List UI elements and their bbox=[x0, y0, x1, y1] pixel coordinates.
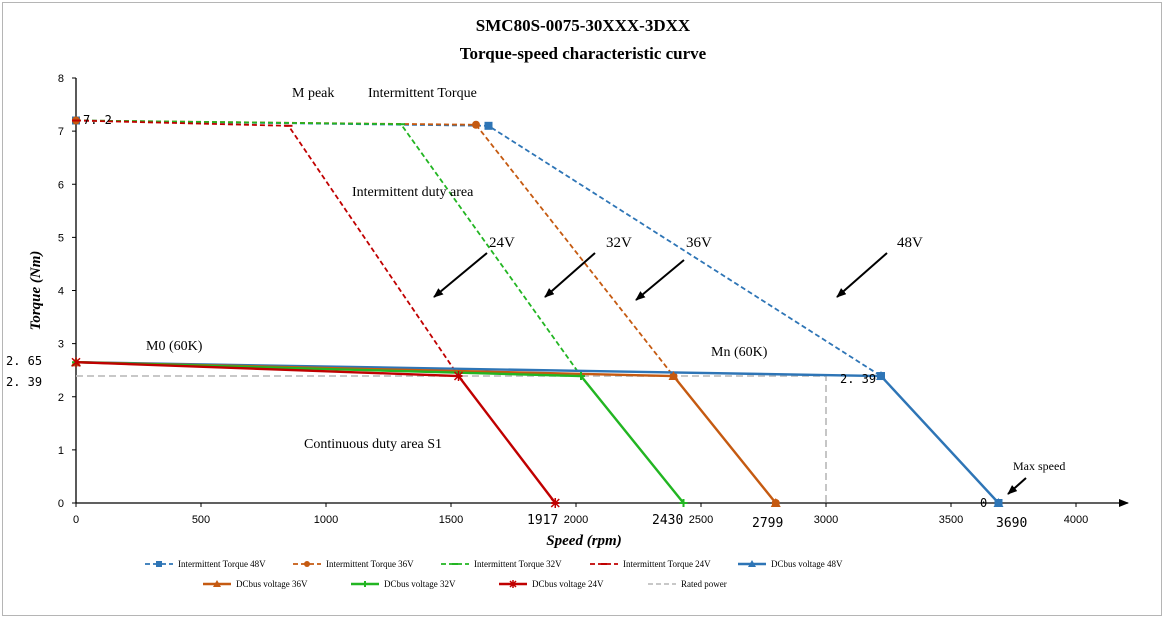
y-tick-label: 1 bbox=[58, 445, 64, 457]
legend-label: Intermittent Torque 36V bbox=[326, 559, 414, 569]
voltage-36v-label: 36V bbox=[686, 235, 712, 251]
arrow-32v bbox=[544, 252, 596, 298]
marker-star bbox=[509, 580, 517, 588]
annotations: M peak Intermittent Torque Intermittent … bbox=[6, 86, 1065, 531]
legend-label: DCbus voltage 48V bbox=[771, 559, 843, 569]
series-dcbus-voltage-32v bbox=[72, 358, 688, 507]
y-tick-label: 0 bbox=[58, 498, 64, 510]
legend-item: DCbus voltage 36V bbox=[203, 579, 308, 589]
legend-label: DCbus voltage 24V bbox=[532, 579, 604, 589]
arrow-max-speed bbox=[1007, 477, 1027, 495]
voltage-48v-label: 48V bbox=[897, 235, 923, 251]
rated-value-right-label: 2. 39 bbox=[840, 372, 876, 386]
series-rated-power bbox=[76, 375, 827, 503]
x-tick-label: 500 bbox=[192, 514, 210, 526]
marker-star bbox=[453, 371, 464, 382]
x-tick-label: 3500 bbox=[939, 514, 963, 526]
marker-triangle bbox=[876, 371, 886, 381]
intermittent-torque-label: Intermittent Torque bbox=[368, 86, 477, 101]
m0-label: M0 (60K) bbox=[146, 339, 203, 354]
marker-star bbox=[550, 498, 560, 508]
speed-1917-label: 1917 bbox=[527, 513, 558, 528]
series-layer bbox=[71, 116, 1004, 508]
series-dcbus-voltage-24v bbox=[71, 357, 560, 508]
legend-label: Rated power bbox=[681, 579, 727, 589]
marker-triangle bbox=[770, 498, 781, 507]
marker-triangle bbox=[993, 498, 1004, 507]
voltage-24v-label: 24V bbox=[489, 235, 515, 251]
voltage-32v-label: 32V bbox=[606, 235, 632, 251]
speed-3690-label: 3690 bbox=[996, 516, 1027, 531]
marker-circle bbox=[304, 561, 310, 567]
speed-2430-label: 2430 bbox=[652, 513, 683, 528]
marker-plus bbox=[577, 372, 585, 381]
speed-2799-label: 2799 bbox=[752, 516, 783, 531]
y-tick-label: 8 bbox=[58, 73, 64, 85]
y-tick-label: 2 bbox=[58, 392, 64, 404]
legend: Intermittent Torque 48V Intermittent Torq… bbox=[145, 559, 843, 589]
legend-item: DCbus voltage 24V bbox=[499, 579, 604, 589]
x-axis-label: Speed (rpm) bbox=[546, 533, 621, 549]
zero-speed-label: 0 bbox=[980, 496, 987, 510]
legend-item: DCbus voltage 48V bbox=[738, 559, 843, 569]
marker-square bbox=[484, 121, 493, 130]
x-tick-label: 0 bbox=[73, 514, 79, 526]
y-tick-label: 7 bbox=[58, 126, 64, 138]
x-tick-label: 2000 bbox=[564, 514, 588, 526]
series-line bbox=[75, 119, 1000, 504]
series-line bbox=[75, 361, 557, 504]
marker-plus bbox=[679, 499, 688, 507]
marker-plus bbox=[362, 581, 368, 587]
series-line bbox=[75, 361, 777, 504]
legend-item: Intermittent Torque 32V bbox=[441, 559, 562, 569]
series-line bbox=[75, 361, 685, 504]
y-tick-label: 4 bbox=[58, 286, 64, 298]
legend-label: DCbus voltage 36V bbox=[236, 579, 308, 589]
legend-item: Intermittent Torque 48V bbox=[145, 559, 266, 569]
x-tick-label: 3000 bbox=[814, 514, 838, 526]
legend-label: DCbus voltage 32V bbox=[384, 579, 456, 589]
series-line bbox=[76, 375, 827, 503]
y-axis-label: Torque (Nm) bbox=[28, 251, 44, 331]
x-tick-label: 4000 bbox=[1064, 514, 1088, 526]
mn-label: Mn (60K) bbox=[711, 345, 768, 360]
marker-star bbox=[71, 357, 81, 368]
y-tick-label: 6 bbox=[58, 179, 64, 191]
x-tick-label: 1000 bbox=[314, 514, 338, 526]
m0-value-label: 2. 65 bbox=[6, 354, 42, 368]
y-tick-label: 5 bbox=[58, 232, 64, 244]
legend-label: Intermittent Torque 24V bbox=[623, 559, 711, 569]
peak-value-label: 7. 2 bbox=[83, 113, 112, 127]
axes: 0 500 1000 1500 2000 2500 3000 3500 4000 0 1 2 3 4 5 6 7… bbox=[28, 73, 1129, 549]
rated-value-left-label: 2. 39 bbox=[6, 375, 42, 389]
legend-label: Intermittent Torque 32V bbox=[474, 559, 562, 569]
legend-label: Intermittent Torque 48V bbox=[178, 559, 266, 569]
m-peak-label: M peak bbox=[292, 86, 334, 101]
max-speed-label: Max speed bbox=[1013, 459, 1065, 473]
legend-item: DCbus voltage 32V bbox=[351, 579, 456, 589]
legend-item: Intermittent Torque 24V bbox=[590, 559, 711, 569]
marker-circle bbox=[472, 120, 480, 129]
marker-triangle bbox=[668, 371, 679, 381]
marker-square bbox=[156, 561, 162, 567]
arrow-48v bbox=[836, 252, 888, 298]
legend-item: Rated power bbox=[648, 579, 727, 589]
x-tick-label: 2500 bbox=[689, 514, 713, 526]
arrow-24v bbox=[433, 252, 488, 298]
marker-triangle bbox=[748, 560, 756, 567]
y-tick-label: 3 bbox=[58, 339, 64, 351]
chart-subtitle: Torque-speed characteristic curve bbox=[460, 44, 707, 63]
chart-title: SMC80S-0075-30XXX-3DXX bbox=[476, 16, 691, 35]
marker-triangle bbox=[213, 580, 221, 587]
series-dcbus-voltage-36v bbox=[71, 357, 781, 507]
x-tick-label: 1500 bbox=[439, 514, 463, 526]
continuous-area-label: Continuous duty area S1 bbox=[304, 437, 442, 452]
series-intermittent-torque-48v bbox=[72, 116, 1003, 507]
legend-item: Intermittent Torque 36V bbox=[293, 559, 414, 569]
intermittent-area-label: Intermittent duty area bbox=[352, 185, 474, 200]
arrow-36v bbox=[635, 259, 685, 301]
